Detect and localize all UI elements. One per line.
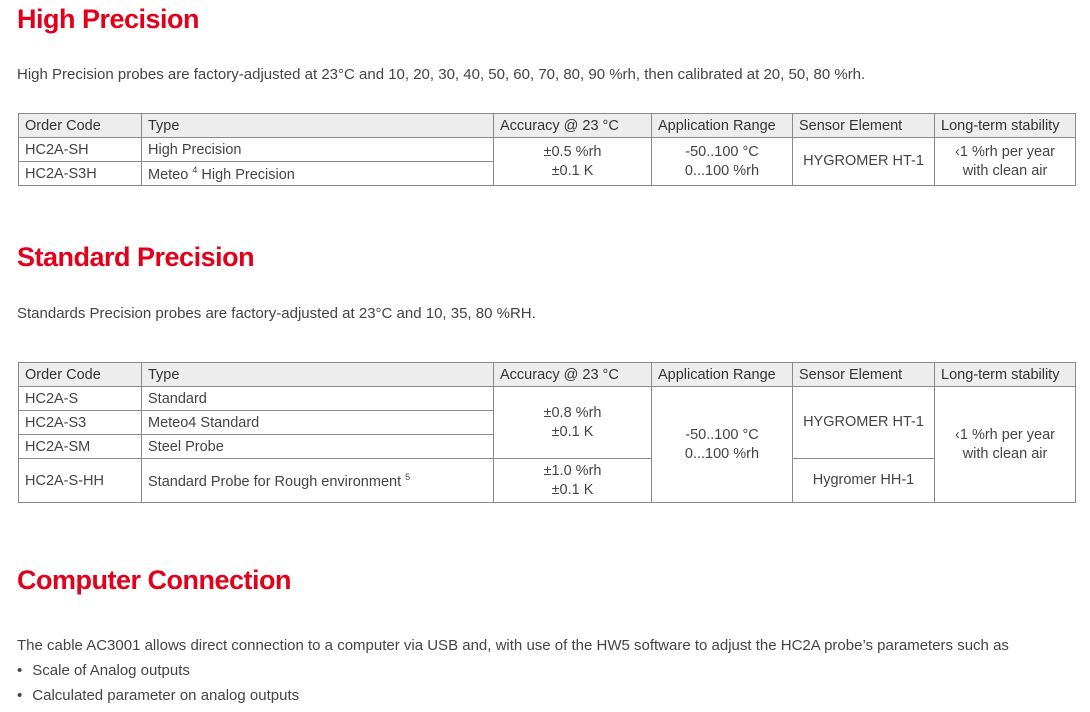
accuracy: ±0.5 %rh ±0.1 K [493, 137, 652, 186]
type-text: Standard Probe for Rough environment [148, 473, 402, 490]
accuracy: ±1.0 %rh ±0.1 K [493, 458, 652, 503]
header-cell: Long-term stability [934, 362, 1076, 387]
high-precision-table: Order Code Type Accuracy @ 23 °C Applica… [18, 113, 1076, 186]
type: Meteo 4 High Precision [141, 161, 494, 186]
feature-list: Scale of Analog outputs Calculated param… [17, 662, 299, 712]
table-row: HC2A-S-HH Standard Probe for Rough envir… [18, 458, 1076, 503]
list-item: Calculated parameter on analog outputs [17, 687, 299, 712]
accuracy-k: ±0.1 K [551, 423, 594, 440]
order-code: HC2A-S [18, 386, 142, 411]
order-code: HC2A-SH [18, 137, 142, 162]
range-temp: -50..100 °C [685, 143, 759, 160]
stability: ‹1 %rh per year with clean air [934, 137, 1076, 186]
range-rh: 0...100 %rh [684, 162, 760, 179]
header-cell: Type [141, 362, 494, 387]
type-text: Meteo [148, 166, 189, 183]
range-rh: 0...100 %rh [684, 445, 760, 462]
stability: ‹1 %rh per year with clean air [934, 386, 1076, 503]
computer-connection-intro: The cable AC3001 allows direct connectio… [17, 637, 1009, 654]
table-row: HC2A-SM Steel Probe [18, 434, 1076, 459]
type-text: High Precision [197, 166, 295, 183]
sensor-element: Hygromer HH-1 [792, 458, 935, 503]
header-cell: Type [141, 113, 494, 138]
stability-line: with clean air [962, 445, 1048, 462]
table-row: HC2A-S3H Meteo 4 High Precision [18, 161, 1076, 186]
footnote-ref: 4 [192, 164, 198, 175]
range-temp: -50..100 °C [685, 426, 759, 443]
sensor-element: HYGROMER HT-1 [792, 137, 935, 186]
standard-precision-table: Order Code Type Accuracy @ 23 °C Applica… [18, 362, 1076, 503]
table-row: HC2A-S3 Meteo4 Standard [18, 410, 1076, 435]
accuracy-rh: ±0.5 %rh [543, 143, 602, 160]
header-cell: Order Code [18, 362, 142, 387]
accuracy-k: ±0.1 K [551, 162, 594, 179]
heading-high-precision: High Precision [17, 4, 200, 34]
application-range: -50..100 °C 0...100 %rh [651, 137, 793, 186]
order-code: HC2A-S3 [18, 410, 142, 435]
header-cell: Long-term stability [934, 113, 1076, 138]
order-code: HC2A-SM [18, 434, 142, 459]
stability-line: with clean air [962, 162, 1048, 179]
accuracy-k: ±0.1 K [551, 481, 594, 498]
header-cell: Sensor Element [792, 113, 935, 138]
order-code: HC2A-S3H [18, 161, 142, 186]
table-header-row: Order Code Type Accuracy @ 23 °C Applica… [18, 362, 1076, 387]
application-range: -50..100 °C 0...100 %rh [651, 386, 793, 503]
footnote-ref: 5 [405, 471, 411, 482]
high-precision-intro: High Precision probes are factory-adjust… [17, 66, 866, 83]
accuracy-rh: ±0.8 %rh [543, 404, 602, 421]
type: High Precision [141, 137, 494, 162]
header-cell: Application Range [651, 113, 793, 138]
list-item: Scale of Analog outputs [17, 662, 299, 687]
sensor-element: HYGROMER HT-1 [792, 386, 935, 459]
header-cell: Accuracy @ 23 °C [493, 362, 652, 387]
accuracy: ±0.8 %rh ±0.1 K [493, 386, 652, 459]
type: Standard [141, 386, 494, 411]
table-header-row: Order Code Type Accuracy @ 23 °C Applica… [18, 113, 1076, 138]
standard-precision-intro: Standards Precision probes are factory-a… [17, 305, 536, 322]
stability-line: ‹1 %rh per year [955, 143, 1055, 160]
type: Meteo4 Standard [141, 410, 494, 435]
header-cell: Accuracy @ 23 °C [493, 113, 652, 138]
type: Standard Probe for Rough environment 5 [141, 458, 494, 503]
table-row: HC2A-S Standard ±0.8 %rh ±0.1 K -50..100 … [18, 386, 1076, 503]
table-row: HC2A-SH High Precision ±0.5 %rh ±0.1 K -5… [18, 137, 1076, 186]
heading-computer-connection: Computer Connection [17, 565, 292, 595]
header-cell: Order Code [18, 113, 142, 138]
heading-standard-precision: Standard Precision [17, 242, 255, 272]
header-cell: Sensor Element [792, 362, 935, 387]
order-code: HC2A-S-HH [18, 458, 142, 503]
header-cell: Application Range [651, 362, 793, 387]
accuracy-rh: ±1.0 %rh [543, 462, 602, 479]
stability-line: ‹1 %rh per year [955, 426, 1055, 443]
type: Steel Probe [141, 434, 494, 459]
